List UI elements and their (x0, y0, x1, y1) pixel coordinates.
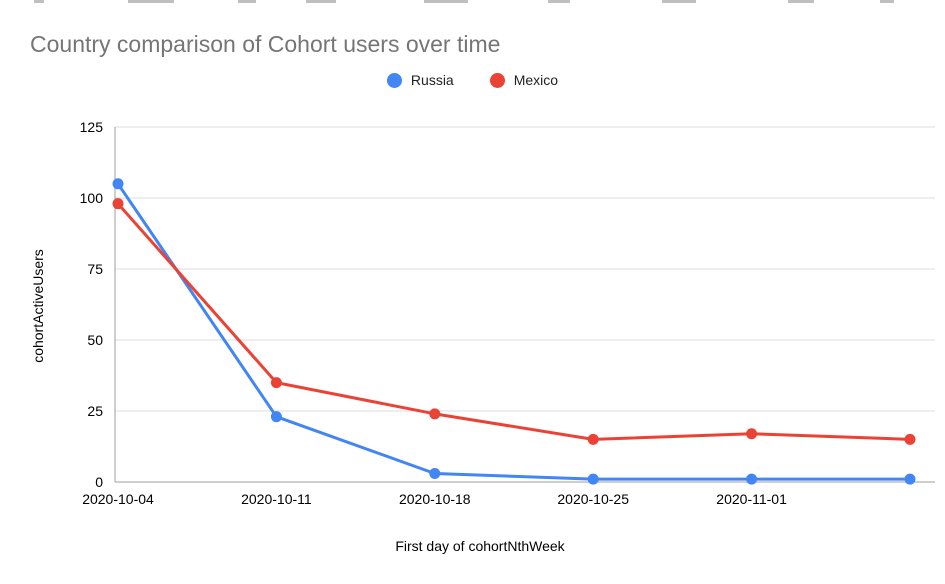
y-tick-label: 25 (87, 403, 103, 419)
data-point-russia[interactable] (270, 411, 282, 423)
data-point-mexico[interactable] (904, 433, 916, 445)
legend-swatch-mexico (489, 72, 505, 88)
series-line-mexico (116, 202, 912, 441)
data-point-russia[interactable] (904, 473, 916, 485)
x-tick-label: 2020-11-01 (716, 491, 787, 507)
x-tick-label: 2020-10-04 (82, 491, 154, 507)
x-tick-label: 2020-10-18 (399, 491, 471, 507)
chart-title: Country comparison of Cohort users over … (30, 31, 501, 57)
cropped-content-fragments (0, 0, 945, 8)
y-tick-label: 100 (80, 190, 104, 206)
legend-item-mexico[interactable]: Mexico (489, 72, 559, 88)
data-point-mexico[interactable] (746, 428, 758, 440)
y-tick-label: 125 (80, 119, 104, 135)
legend-label-russia: Russia (410, 72, 454, 88)
data-point-russia[interactable] (112, 178, 124, 190)
y-tick-label: 0 (95, 474, 103, 490)
data-point-russia[interactable] (746, 473, 758, 485)
data-point-mexico[interactable] (270, 377, 282, 389)
data-point-russia[interactable] (429, 467, 441, 479)
x-tick-label: 2020-10-11 (241, 491, 312, 507)
x-axis-title: First day of cohortNthWeek (395, 538, 565, 554)
data-point-mexico[interactable] (587, 433, 599, 445)
x-tick-label: 2020-10-25 (557, 491, 629, 507)
legend-label-mexico: Mexico (513, 72, 559, 88)
y-tick-label: 50 (87, 332, 103, 348)
data-point-mexico[interactable] (429, 408, 441, 420)
legend-item-russia[interactable]: Russia (386, 72, 454, 88)
legend-swatch-russia (386, 72, 402, 88)
y-tick-label: 75 (87, 261, 103, 277)
data-point-mexico[interactable] (112, 198, 124, 210)
series-line-russia (116, 182, 912, 481)
line-chart: 0 25 50 75 100 125 2020-10-04 2020-10-11 2020-10… (80, 119, 935, 507)
data-point-russia[interactable] (587, 473, 599, 485)
chart-legend: Russia Mexico (0, 72, 945, 88)
